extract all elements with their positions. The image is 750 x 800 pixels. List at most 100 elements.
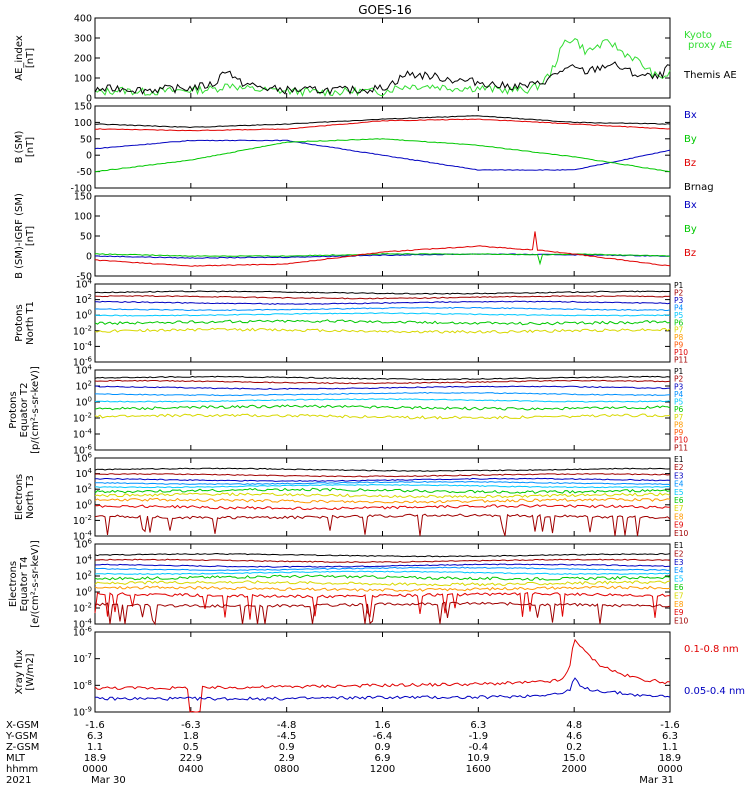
series-line-bx: [94, 253, 671, 259]
y-tick-label: 300: [74, 34, 92, 45]
series-line-p6: [94, 404, 671, 411]
y-tick-label: 0: [86, 151, 92, 162]
series-line-0-05-0-4-nm: [95, 677, 671, 701]
x-end-date: Mar 31: [639, 775, 674, 786]
legend-entry: P11: [674, 356, 688, 365]
y-tick-label: 10-2: [73, 514, 92, 527]
legend-entry: E6: [674, 496, 684, 505]
y-tick-label: 10-2: [73, 324, 92, 337]
series-line-e6: [94, 487, 671, 494]
y-tick-label: 100: [75, 498, 92, 511]
x-row-value: 1.1: [87, 742, 103, 753]
plot-title: GOES-16: [358, 3, 412, 17]
panel-electrons_t4: 106 104 102 100 10-2 10-4 ElectronsEquator T4[…: [8, 538, 689, 631]
x-row-value: 6.9: [375, 753, 391, 764]
legend-entry: P10: [674, 348, 688, 357]
y-tick-label: 10-4: [73, 340, 93, 353]
series-line-e8: [94, 585, 671, 592]
legend-entry: P1: [674, 367, 684, 376]
legend-entry: P7: [674, 326, 684, 335]
legend-entry: P4: [674, 303, 684, 312]
legend-entry: P8: [674, 420, 684, 429]
y-tick-label: 100: [74, 212, 92, 223]
legend-entry: P9: [674, 428, 684, 437]
legend-entry: E6: [674, 583, 684, 592]
panel-frame: [94, 369, 671, 451]
legend-entry: E8: [674, 600, 684, 609]
legend-entry: E3: [674, 471, 684, 480]
series-line-bx: [94, 139, 671, 171]
series-line-e9: [94, 592, 671, 620]
x-row-value: 0.5: [183, 742, 199, 753]
series-line-e10: [94, 601, 671, 626]
y-tick-label: 200: [74, 54, 92, 65]
legend-entry: 0.05-0.4 nm: [684, 686, 745, 697]
legend-entry: E1: [674, 541, 684, 550]
series-line-bz: [94, 231, 671, 267]
panel-bsm_igrf: 150 100 50 0 -50 B (SM)-IGRF (SM)[nT] Bx By Bz: [14, 192, 697, 283]
series-line-kyoto-proxy-ae: [94, 37, 671, 97]
legend-entry: E7: [674, 504, 684, 513]
legend-entry: E5: [674, 575, 684, 584]
y-tick-label: 100: [75, 309, 92, 322]
legend-entry: E10: [674, 617, 689, 626]
series-line-e3: [94, 563, 671, 568]
series-line-e4: [94, 566, 671, 571]
y-tick-label: 104: [75, 467, 92, 480]
x-row-value: 22.9: [180, 753, 202, 764]
y-tick-label: 50: [80, 134, 92, 145]
y-tick-label: 104: [75, 364, 92, 377]
y-tick-label: 104: [75, 278, 92, 291]
y-axis-label: ElectronsEquator T4[e/(cm²-s-sr-keV)]: [8, 540, 41, 628]
legend-entry: P6: [674, 405, 684, 414]
legend-entry: 0.1-0.8 nm: [684, 644, 739, 655]
series-line-p6: [94, 319, 671, 326]
legend-entry: E3: [674, 558, 684, 567]
x-row-value: 18.9: [84, 753, 106, 764]
y-tick-label: 0: [86, 252, 92, 263]
y-tick-label: 100: [75, 396, 92, 409]
legend-entry: E1: [674, 455, 684, 464]
x-row-value: -6.3: [181, 720, 201, 731]
x-row-label: hhmm: [6, 764, 38, 775]
x-row-label: Y-GSM: [5, 731, 38, 742]
panel-ae: 400 300 200 100 0 AE_index[nT] Kyoto proxy AE Th…: [14, 14, 737, 105]
y-axis-label: ProtonsNorth T1: [14, 301, 36, 345]
x-row-value: 2000: [561, 764, 586, 775]
y-tick-label: 102: [75, 483, 92, 496]
series-line-p2: [94, 295, 671, 300]
y-tick-label: 150: [74, 102, 92, 113]
x-row-value: 0400: [178, 764, 203, 775]
x-row-value: -4.8: [277, 720, 297, 731]
legend-entry: E4: [674, 566, 684, 575]
series-line-bz: [95, 118, 671, 132]
series-line-e4: [94, 480, 671, 486]
x-row-value: 4.8: [566, 720, 582, 731]
legend-entry: Themis AE: [683, 70, 737, 81]
series-line-e9: [95, 504, 671, 511]
x-row-value: 1.6: [375, 720, 391, 731]
legend-entry: E5: [674, 488, 684, 497]
legend-entry: E8: [674, 512, 684, 521]
x-axis-table: X-GSM -1.6 -6.3 -4.8 1.6 6.3 4.8 -1.6Y-GSM 6.3 1.…: [5, 720, 683, 786]
x-row-value: 1.1: [662, 742, 678, 753]
panel-protons_t2: 104 102 100 10-2 10-4 10-6 ProtonsEquator T2[p…: [8, 364, 688, 457]
x-row-value: 15.0: [563, 753, 585, 764]
x-row-value: 1600: [466, 764, 491, 775]
series-line-p5: [94, 398, 671, 403]
x-row-value: 0.9: [375, 742, 391, 753]
y-tick-label: 10-4: [73, 530, 93, 543]
x-row-value: -6.4: [373, 731, 393, 742]
legend-entry: Bx: [684, 110, 697, 121]
x-row-value: 4.6: [566, 731, 582, 742]
series-line-e5: [94, 570, 671, 575]
series-line-0-1-0-8-nm: [94, 638, 671, 713]
y-tick-label: 10-2: [73, 602, 92, 615]
series-line-e6: [94, 574, 671, 581]
y-tick-label: -50: [76, 167, 92, 178]
y-axis-label: Xray flux[W/m2]: [14, 650, 36, 695]
series-line-p7: [94, 413, 671, 420]
legend-entry: P10: [674, 436, 688, 445]
legend-entry: P4: [674, 390, 684, 399]
legend-entry: P3: [674, 382, 684, 391]
